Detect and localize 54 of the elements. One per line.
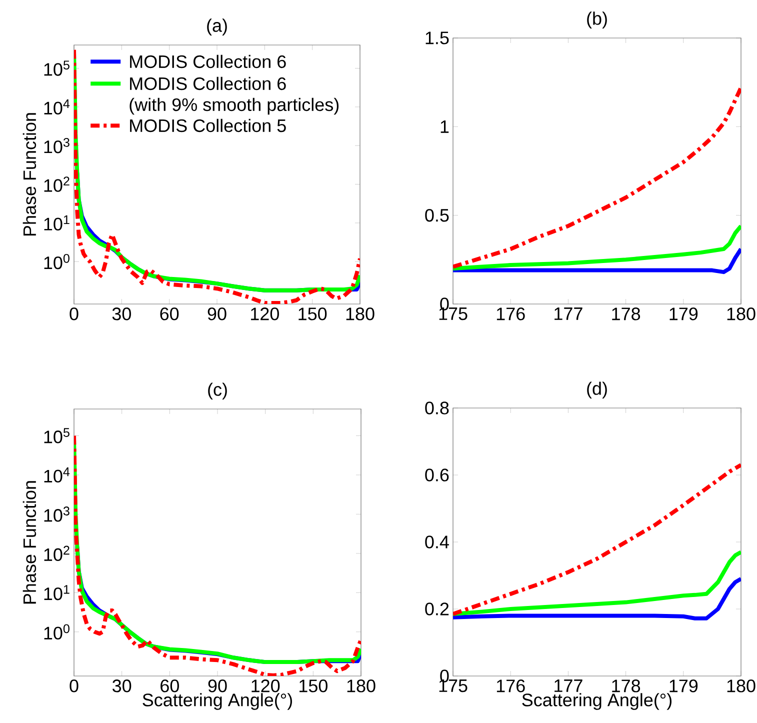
- x-axis-title: Scattering Angle(°): [522, 693, 672, 710]
- y-tick-label: 10$^{3}$: [44, 506, 70, 522]
- x-tick-label: 180: [346, 308, 374, 320]
- x-tick-label: 30: [112, 308, 131, 320]
- x-tick-label: 120: [251, 308, 279, 320]
- y-tick-label: 10$^{0}$: [44, 624, 70, 640]
- y-tick-label: 10$^{2}$: [44, 546, 70, 562]
- x-tick-label: 178: [612, 308, 640, 320]
- x-tick-label: 30: [112, 680, 132, 692]
- x-tick-label: 60: [160, 308, 179, 320]
- chart-title: (d): [587, 382, 607, 398]
- y-tick-label: 10$^{4}$: [44, 99, 70, 114]
- x-tick-label: 150: [298, 308, 327, 320]
- legend-label: MODIS Collection 5: [130, 118, 286, 132]
- y-tick-label: 0.6: [425, 468, 449, 482]
- y-axis-title: Phase Function: [22, 113, 36, 236]
- x-tick-label: 150: [300, 680, 328, 692]
- y-tick-label: 0.4: [425, 536, 449, 548]
- y-tick-label: 0.5: [425, 208, 449, 222]
- x-tick-label: 90: [208, 680, 227, 692]
- x-tick-label: 176: [496, 680, 525, 692]
- y-tick-label: 10$^{1}$: [44, 585, 70, 600]
- legend-label: MODIS Collection 6: [130, 54, 286, 68]
- y-tick-label: 10$^{5}$: [44, 428, 70, 444]
- y-tick-label: 10$^{2}$: [44, 176, 70, 192]
- chart-title: (b): [587, 12, 607, 28]
- y-tick-label: 0.8: [425, 402, 449, 414]
- legend-label: MODIS Collection 6 (with 9% smooth particles): [130, 76, 339, 115]
- y-axis-title: Phase Function: [22, 481, 36, 604]
- x-tick-label: 179: [670, 680, 698, 692]
- x-tick-label: 60: [160, 680, 179, 692]
- y-tick-label: 10$^{3}$: [44, 138, 70, 154]
- x-tick-label: 90: [208, 308, 226, 320]
- chart-title: (a): [207, 18, 227, 36]
- chart-title: (c): [208, 382, 227, 400]
- y-tick-label: 0.2: [425, 602, 449, 616]
- y-tick-label: 10$^{1}$: [44, 215, 70, 230]
- x-tick-label: 180: [347, 680, 376, 692]
- x-tick-label: 178: [612, 680, 640, 692]
- x-tick-label: 177: [554, 680, 582, 692]
- x-tick-label: 120: [252, 680, 280, 692]
- x-tick-label: 179: [670, 308, 698, 320]
- x-tick-label: 180: [727, 308, 756, 320]
- x-tick-label: 180: [727, 680, 756, 692]
- y-tick-label: 1.5: [426, 32, 449, 44]
- y-tick-label: 10$^{5}$: [44, 60, 70, 76]
- y-tick-label: 1: [440, 120, 449, 133]
- y-tick-label: 10$^{0}$: [44, 254, 70, 270]
- x-axis-title: Scattering Angle(°): [142, 693, 292, 710]
- x-tick-label: 0: [70, 680, 78, 692]
- x-tick-label: 176: [496, 308, 525, 320]
- x-tick-label: 0: [70, 308, 78, 320]
- x-tick-label: 177: [554, 308, 582, 320]
- y-tick-label: 10$^{4}$: [44, 467, 70, 483]
